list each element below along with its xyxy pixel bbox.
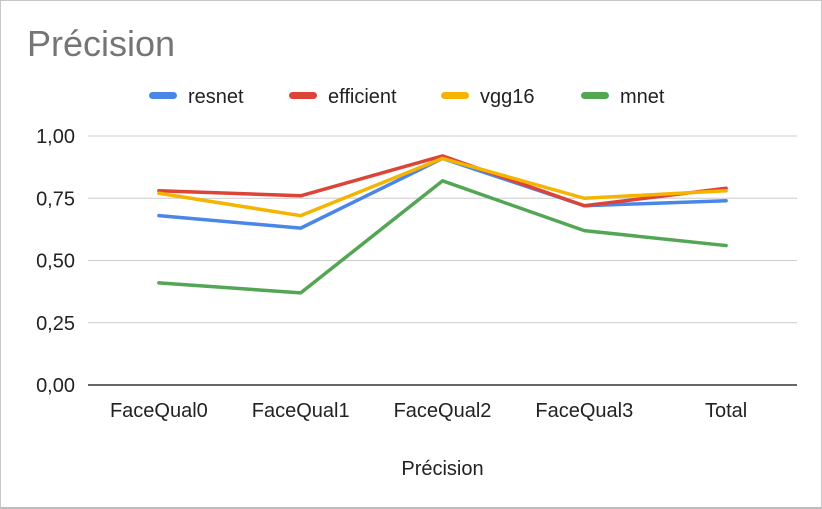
legend-swatch-efficient xyxy=(289,92,317,99)
legend-label-efficient: efficient xyxy=(328,86,397,108)
legend: resnet efficient vgg16 mnet xyxy=(149,86,665,108)
x-axis-title: Précision xyxy=(401,458,483,480)
grid-lines xyxy=(88,135,797,386)
x-tick-label: FaceQual0 xyxy=(110,400,208,422)
series-lines xyxy=(157,154,728,295)
x-tick-label: FaceQual3 xyxy=(535,400,633,422)
legend-swatch-vgg16 xyxy=(441,92,469,99)
y-tick-label: 0,75 xyxy=(36,188,75,210)
x-tick-label: FaceQual2 xyxy=(394,400,492,422)
y-tick-label: 1,00 xyxy=(36,126,75,148)
x-tick-label: FaceQual1 xyxy=(252,400,350,422)
y-tick-label: 0,50 xyxy=(36,251,75,273)
legend-swatch-resnet xyxy=(149,92,177,99)
y-tick-label: 0,00 xyxy=(36,375,75,397)
legend-swatch-mnet xyxy=(581,92,609,99)
y-tick-label: 0,25 xyxy=(36,313,75,335)
x-tick-label: Total xyxy=(705,400,747,422)
series-line-mnet xyxy=(157,179,728,295)
chart-title: Précision xyxy=(27,23,176,64)
legend-label-mnet: mnet xyxy=(620,86,665,108)
series-line-vgg16 xyxy=(157,156,728,218)
legend-label-resnet: resnet xyxy=(188,86,244,108)
series-line-efficient xyxy=(157,154,728,208)
y-tick-labels: 0,00 0,25 0,50 0,75 1,00 xyxy=(36,126,75,397)
legend-label-vgg16: vgg16 xyxy=(480,86,535,108)
x-tick-labels: FaceQual0 FaceQual1 FaceQual2 FaceQual3 Tota… xyxy=(110,400,747,422)
